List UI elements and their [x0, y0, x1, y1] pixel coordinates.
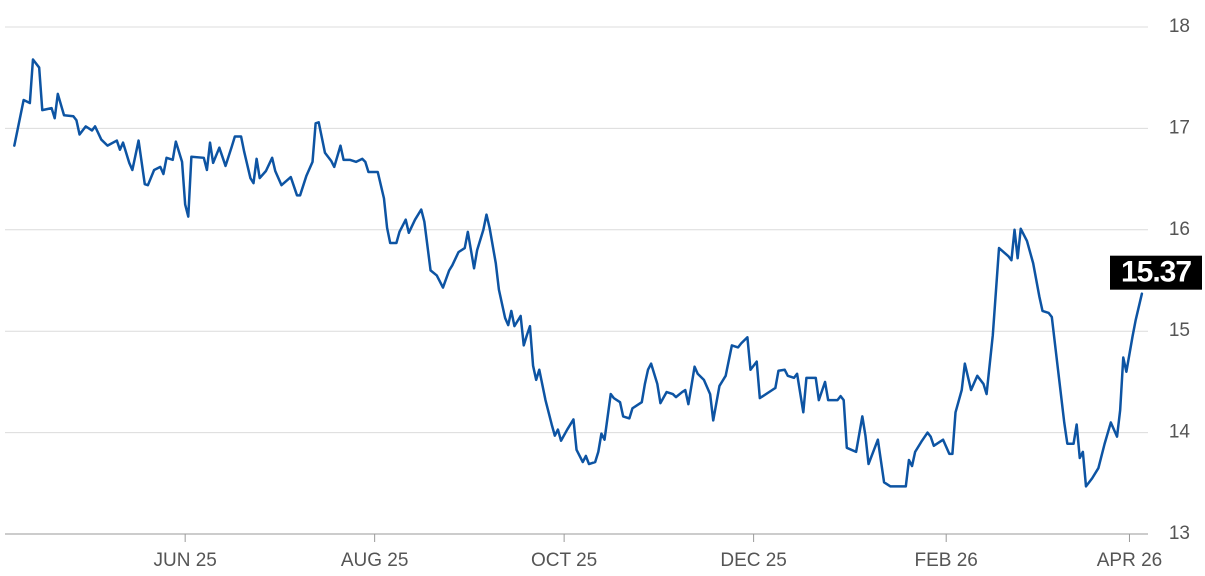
y-tick-label: 15 [1169, 320, 1190, 341]
last-value-box [1110, 255, 1202, 290]
x-tick-label: JUN 25 [153, 550, 216, 571]
y-tick-label: 16 [1169, 219, 1190, 240]
x-tick-label: FEB 26 [915, 550, 978, 571]
y-tick-label: 13 [1169, 523, 1190, 544]
last-value-label: 15.37 [1121, 256, 1191, 289]
price-line [13, 58, 1144, 488]
y-tick-label: 17 [1169, 117, 1190, 138]
y-tick-label: 14 [1169, 422, 1191, 443]
x-tick-label: APR 26 [1097, 550, 1162, 571]
y-tick-label: 18 [1169, 16, 1190, 37]
x-tick-label: DEC 25 [720, 550, 787, 571]
x-tick-label: OCT 25 [531, 550, 597, 571]
x-tick-label: AUG 25 [341, 550, 409, 571]
